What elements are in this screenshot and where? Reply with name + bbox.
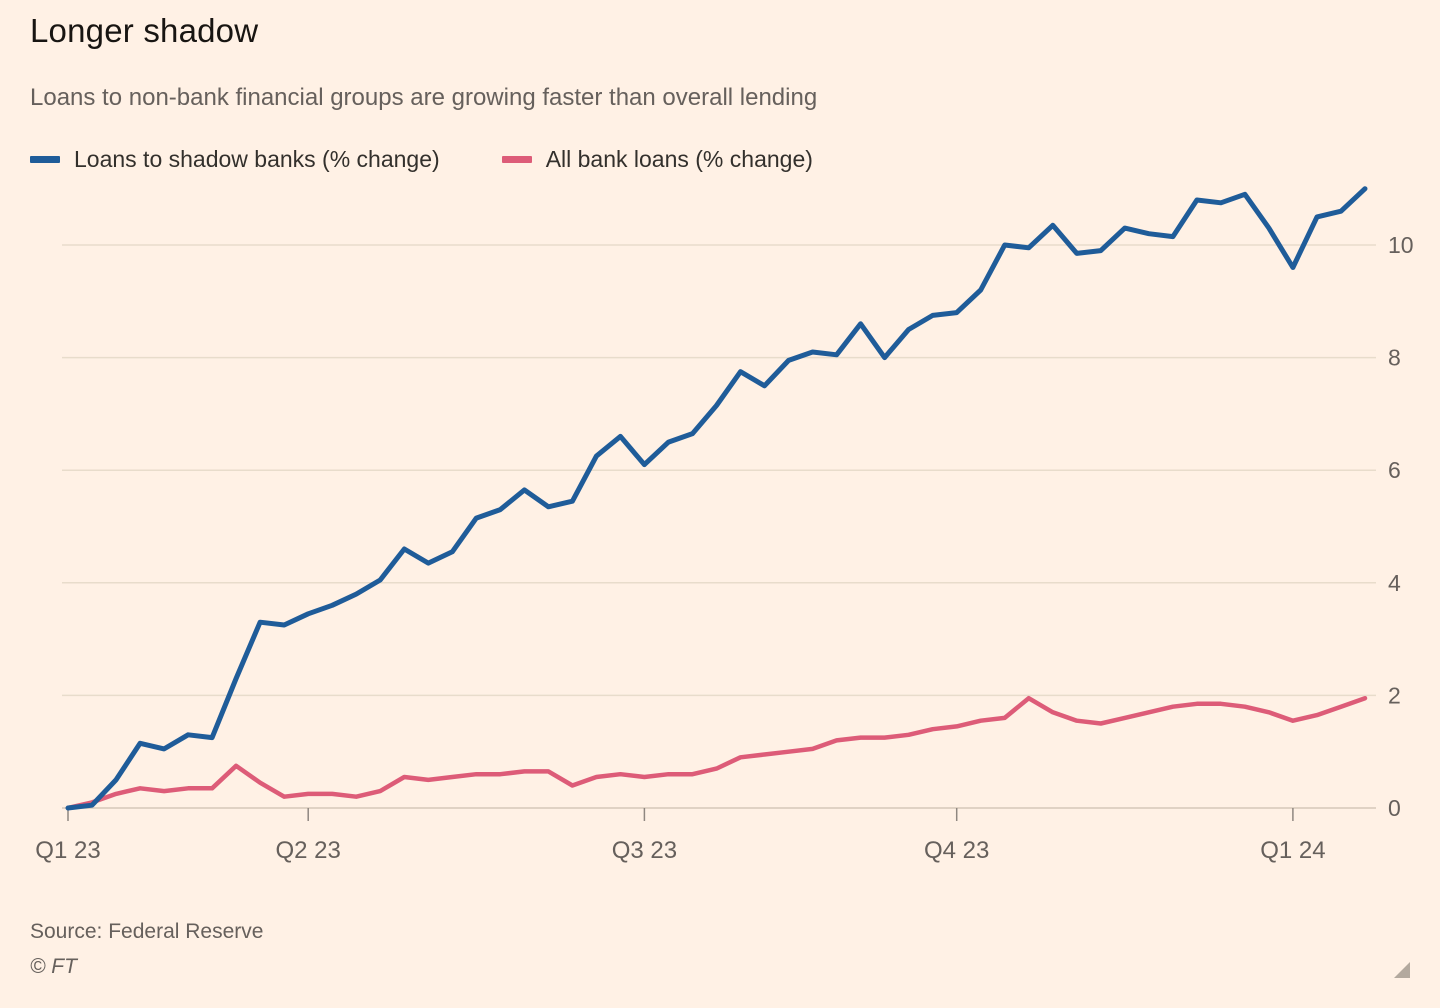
legend-item-shadow-banks: Loans to shadow banks (% change)	[30, 146, 440, 173]
svg-text:6: 6	[1388, 457, 1401, 483]
legend-item-all-bank-loans: All bank loans (% change)	[501, 146, 813, 173]
source-text: Source: Federal Reserve	[30, 920, 264, 943]
series-line-all-bank-loans	[65, 695, 1368, 811]
svg-text:0: 0	[1388, 795, 1401, 821]
svg-text:4: 4	[1388, 570, 1401, 596]
svg-text:8: 8	[1388, 345, 1401, 371]
copyright-text: © FT	[30, 955, 77, 978]
chart-subtitle: Loans to non-bank financial groups are g…	[30, 84, 818, 111]
svg-text:10: 10	[1388, 232, 1414, 258]
svg-text:Q4 23: Q4 23	[924, 837, 989, 864]
legend-swatch-shadow-banks	[30, 156, 60, 163]
svg-text:Q3 23: Q3 23	[612, 837, 677, 864]
svg-text:2: 2	[1388, 682, 1401, 708]
svg-text:Q1 24: Q1 24	[1260, 837, 1325, 864]
chart-title: Longer shadow	[30, 12, 259, 49]
svg-text:Q2 23: Q2 23	[276, 837, 341, 864]
svg-text:Q1 23: Q1 23	[35, 837, 100, 864]
resize-handle-icon	[1394, 962, 1410, 978]
legend: Loans to shadow banks (% change) All ban…	[30, 146, 813, 173]
legend-swatch-all-bank-loans	[501, 156, 532, 163]
legend-label-all-bank-loans: All bank loans (% change)	[545, 146, 813, 172]
series-line-shadow-banks	[65, 186, 1368, 811]
legend-label-shadow-banks: Loans to shadow banks (% change)	[74, 146, 440, 172]
